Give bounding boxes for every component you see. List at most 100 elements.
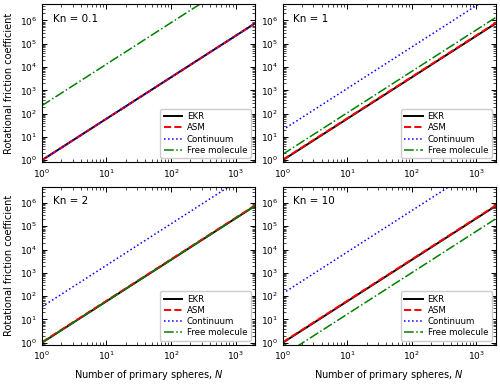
EKR xyxy=(434,242,440,246)
Continuum xyxy=(414,41,420,46)
ASM xyxy=(192,59,198,64)
ASM xyxy=(414,254,420,259)
EKR xyxy=(493,203,499,208)
Continuum xyxy=(39,305,45,309)
Continuum xyxy=(280,128,285,132)
Line: Free molecule: Free molecule xyxy=(42,0,255,106)
ASM xyxy=(39,340,45,345)
Continuum xyxy=(108,260,114,264)
EKR xyxy=(414,254,420,259)
Line: Continuum: Continuum xyxy=(42,23,255,160)
Free molecule xyxy=(194,4,200,8)
ASM xyxy=(194,240,200,245)
Continuum xyxy=(434,192,440,197)
Line: ASM: ASM xyxy=(42,23,255,160)
Continuum xyxy=(434,29,440,34)
ASM xyxy=(124,104,130,108)
Y-axis label: Rotational friction coefficient: Rotational friction coefficient xyxy=(4,13,14,154)
EKR xyxy=(194,241,200,245)
EKR xyxy=(173,72,179,76)
Continuum xyxy=(434,28,440,33)
Free molecule xyxy=(349,107,355,112)
Free molecule xyxy=(252,203,258,208)
Free molecule xyxy=(280,353,285,358)
ASM xyxy=(306,323,312,328)
ASM xyxy=(173,254,179,259)
ASM xyxy=(64,323,70,328)
Free molecule xyxy=(39,103,45,108)
Continuum xyxy=(192,206,198,210)
ASM xyxy=(173,72,179,76)
Free molecule xyxy=(124,286,130,291)
EKR xyxy=(108,296,114,300)
Continuum xyxy=(349,247,355,251)
Free molecule xyxy=(173,254,179,259)
Continuum xyxy=(173,218,179,223)
ASM xyxy=(280,340,285,345)
EKR xyxy=(64,324,70,328)
EKR xyxy=(493,21,499,25)
Free molecule xyxy=(306,135,312,140)
ASM xyxy=(414,71,420,76)
X-axis label: Number of primary spheres, $N$: Number of primary spheres, $N$ xyxy=(314,368,464,382)
Line: ASM: ASM xyxy=(282,23,496,160)
ASM xyxy=(252,21,258,25)
Line: Continuum: Continuum xyxy=(282,0,496,130)
Free molecule xyxy=(124,49,130,54)
ASM xyxy=(108,113,114,118)
Free molecule xyxy=(414,66,420,71)
EKR xyxy=(280,340,285,345)
Free molecule xyxy=(64,324,70,328)
EKR xyxy=(192,242,198,246)
Free molecule xyxy=(192,242,198,246)
EKR xyxy=(349,296,355,300)
Free molecule xyxy=(108,59,114,63)
Legend: EKR, ASM, Continuum, Free molecule: EKR, ASM, Continuum, Free molecule xyxy=(160,291,250,341)
Free molecule xyxy=(39,340,45,345)
Free molecule xyxy=(493,15,499,20)
ASM xyxy=(64,141,70,146)
Continuum xyxy=(306,275,312,279)
Continuum xyxy=(252,168,258,172)
ASM xyxy=(434,59,440,63)
EKR xyxy=(194,58,200,63)
Line: EKR: EKR xyxy=(42,206,255,343)
Free molecule xyxy=(349,309,355,313)
Continuum xyxy=(64,288,70,293)
Line: EKR: EKR xyxy=(282,206,496,343)
Legend: EKR, ASM, Continuum, Free molecule: EKR, ASM, Continuum, Free molecule xyxy=(401,291,492,341)
ASM xyxy=(306,141,312,146)
EKR xyxy=(434,58,440,63)
Free molecule xyxy=(434,52,440,57)
Text: Kn = 1: Kn = 1 xyxy=(294,14,328,24)
Free molecule xyxy=(434,254,440,259)
Continuum xyxy=(194,58,200,63)
Continuum xyxy=(108,113,114,118)
Continuum xyxy=(194,205,200,210)
Continuum xyxy=(364,73,370,78)
EKR xyxy=(434,241,440,245)
EKR xyxy=(414,72,420,76)
Free molecule xyxy=(364,98,370,102)
EKR xyxy=(108,113,114,118)
ASM xyxy=(349,295,355,300)
EKR xyxy=(280,158,285,163)
EKR xyxy=(39,340,45,345)
Legend: EKR, ASM, Continuum, Free molecule: EKR, ASM, Continuum, Free molecule xyxy=(160,109,250,158)
ASM xyxy=(364,103,370,108)
X-axis label: Number of primary spheres, $N$: Number of primary spheres, $N$ xyxy=(74,368,224,382)
EKR xyxy=(124,104,130,108)
Free molecule xyxy=(434,254,440,259)
Free molecule xyxy=(434,53,440,58)
Line: Free molecule: Free molecule xyxy=(282,17,496,154)
Continuum xyxy=(192,59,198,64)
ASM xyxy=(192,241,198,246)
ASM xyxy=(252,203,258,208)
Continuum xyxy=(39,158,45,163)
Continuum xyxy=(173,72,179,76)
Continuum xyxy=(364,237,370,242)
ASM xyxy=(434,240,440,245)
Line: Free molecule: Free molecule xyxy=(282,219,496,356)
Continuum xyxy=(306,111,312,116)
Continuum xyxy=(280,291,285,296)
